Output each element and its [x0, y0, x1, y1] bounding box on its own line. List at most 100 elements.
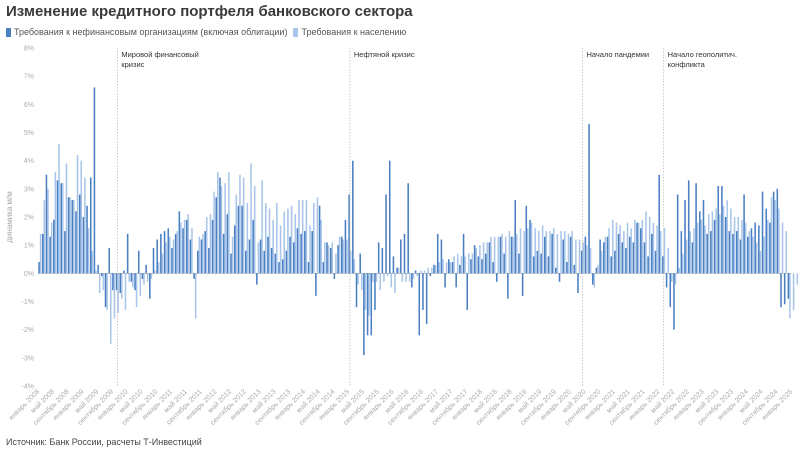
- legend-swatch-corporate: [6, 27, 11, 37]
- bar-corporate: [322, 262, 325, 274]
- bar-corporate: [222, 233, 225, 274]
- bar-retail: [678, 267, 680, 274]
- bar-corporate: [126, 233, 129, 274]
- bar-retail: [445, 262, 448, 274]
- event-label: Начало геополитич.: [668, 50, 737, 59]
- series-retail: [39, 143, 799, 344]
- y-tick-label: 5%: [24, 130, 34, 137]
- bar-retail: [397, 267, 400, 274]
- bar-corporate: [669, 273, 672, 308]
- bar-corporate: [163, 231, 166, 274]
- bar-retail: [656, 225, 658, 274]
- bar-retail: [58, 143, 60, 274]
- bar-retail: [567, 233, 570, 274]
- bar-retail: [143, 273, 145, 285]
- bar-corporate: [643, 242, 646, 274]
- bar-retail: [135, 273, 138, 308]
- bar-corporate: [363, 273, 365, 356]
- bar-retail: [637, 222, 640, 274]
- bar-corporate: [436, 233, 439, 274]
- bar-corporate: [82, 217, 85, 274]
- bar-retail: [420, 270, 422, 274]
- bar-corporate: [769, 222, 771, 274]
- bar-retail: [106, 273, 108, 310]
- bar-corporate: [499, 236, 502, 274]
- bar-corporate: [86, 205, 88, 274]
- y-tick-label: 7%: [24, 74, 34, 81]
- bar-corporate: [374, 273, 376, 310]
- bar-corporate: [451, 262, 454, 274]
- bar-retail: [468, 253, 470, 274]
- bar-corporate: [477, 256, 480, 274]
- bar-corporate: [425, 273, 428, 325]
- y-axis-label: динамика м/м: [5, 191, 14, 243]
- bar-retail: [671, 273, 673, 282]
- bar-retail: [744, 222, 747, 274]
- bar-retail: [346, 239, 348, 274]
- bar-retail: [180, 222, 182, 274]
- bar-corporate: [444, 273, 446, 288]
- bar-corporate: [765, 208, 768, 274]
- bar-retail: [682, 253, 684, 274]
- bar-corporate: [621, 242, 624, 274]
- bar-retail: [98, 273, 101, 294]
- bar-corporate: [318, 205, 321, 274]
- bar-corporate: [547, 256, 550, 274]
- bar-corporate: [540, 253, 542, 274]
- bar-corporate: [311, 231, 313, 274]
- bar-corporate: [400, 239, 402, 274]
- bar-retail: [194, 273, 197, 319]
- legend-item-corporate: Требования к нефинансовым организациям (…: [6, 27, 287, 37]
- bar-retail: [785, 231, 788, 274]
- bar-retail: [571, 231, 573, 274]
- y-tick-label: -4%: [22, 384, 34, 391]
- bar-corporate: [49, 236, 51, 274]
- bar-corporate: [503, 253, 505, 274]
- bar-retail: [224, 183, 226, 274]
- bar-corporate: [93, 87, 96, 274]
- bar-retail: [615, 222, 618, 274]
- bar-retail: [648, 217, 651, 274]
- bar-retail: [589, 247, 592, 274]
- bar-corporate: [536, 250, 539, 274]
- bar-corporate: [758, 225, 760, 274]
- bar-retail: [722, 205, 725, 274]
- bar-retail: [527, 228, 529, 274]
- bar-corporate: [728, 231, 731, 274]
- bar-retail: [76, 155, 79, 274]
- bar-retail: [645, 211, 647, 274]
- bar-retail: [545, 231, 548, 274]
- bar-retail: [246, 202, 249, 274]
- bar-retail: [770, 197, 773, 274]
- bar-corporate: [348, 194, 350, 274]
- bar-corporate: [300, 233, 302, 274]
- bar-retail: [674, 273, 677, 285]
- bar-retail: [157, 262, 160, 274]
- y-tick-label: 1%: [24, 243, 34, 250]
- bar-retail: [272, 219, 274, 274]
- bar-corporate: [484, 253, 487, 274]
- bar-corporate: [355, 273, 358, 308]
- bar-retail: [593, 273, 596, 288]
- bar-retail: [342, 239, 345, 274]
- bar-corporate: [230, 253, 232, 274]
- bar-retail: [268, 208, 271, 274]
- y-tick-label: 4%: [24, 158, 34, 165]
- bar-corporate: [53, 219, 55, 274]
- bar-corporate: [352, 160, 354, 274]
- event-label: кризис: [121, 60, 144, 69]
- y-tick-label: -1%: [22, 299, 34, 306]
- bar-corporate: [204, 231, 206, 274]
- bar-corporate: [518, 253, 520, 274]
- bar-retail: [541, 225, 544, 274]
- bar-corporate: [473, 245, 476, 274]
- y-tick-label: 6%: [24, 102, 34, 109]
- bar-corporate: [64, 231, 66, 274]
- bar-corporate: [632, 242, 635, 274]
- bar-retail: [482, 242, 485, 274]
- chart-title: Изменение кредитного портфеля банковског…: [6, 3, 413, 20]
- bar-retail: [575, 239, 577, 274]
- bar-corporate: [281, 259, 284, 274]
- bar-corporate: [566, 262, 568, 274]
- bar-retail: [121, 273, 123, 299]
